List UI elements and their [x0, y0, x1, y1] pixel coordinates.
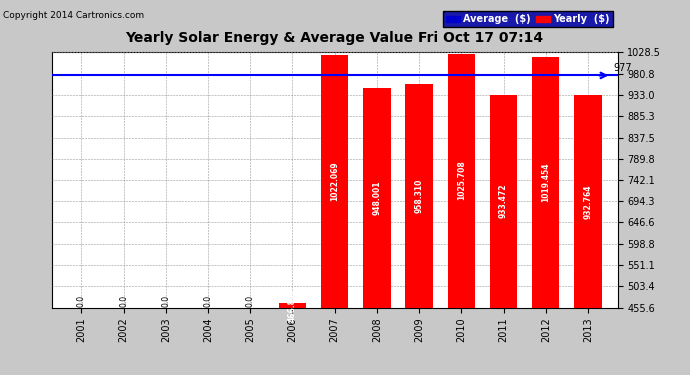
Bar	[574, 95, 602, 308]
Bar	[321, 56, 348, 308]
Bar	[448, 54, 475, 307]
Bar	[532, 57, 560, 308]
Bar	[406, 84, 433, 308]
Text: 1019.454: 1019.454	[541, 162, 550, 202]
Text: Copyright 2014 Cartronics.com: Copyright 2014 Cartronics.com	[3, 11, 145, 20]
Text: 0.0: 0.0	[77, 294, 86, 307]
Text: 0.0: 0.0	[119, 294, 128, 307]
Text: 1025.708: 1025.708	[457, 161, 466, 201]
Text: 0.0: 0.0	[246, 294, 255, 307]
Text: 977: 977	[613, 63, 632, 73]
Bar	[363, 88, 391, 308]
Text: 466.802: 466.802	[288, 288, 297, 322]
Text: 948.001: 948.001	[373, 181, 382, 215]
Text: 933.472: 933.472	[499, 184, 508, 218]
Title: Yearly Solar Energy & Average Value Fri Oct 17 07:14: Yearly Solar Energy & Average Value Fri …	[126, 31, 544, 45]
Legend: Average  ($), Yearly  ($): Average ($), Yearly ($)	[443, 12, 613, 27]
Text: 0.0: 0.0	[161, 294, 170, 307]
Text: 932.764: 932.764	[584, 184, 593, 219]
Text: 958.310: 958.310	[415, 178, 424, 213]
Text: 1022.069: 1022.069	[330, 162, 339, 201]
Bar	[490, 95, 518, 308]
Bar	[279, 303, 306, 307]
Text: 0.0: 0.0	[204, 294, 213, 307]
